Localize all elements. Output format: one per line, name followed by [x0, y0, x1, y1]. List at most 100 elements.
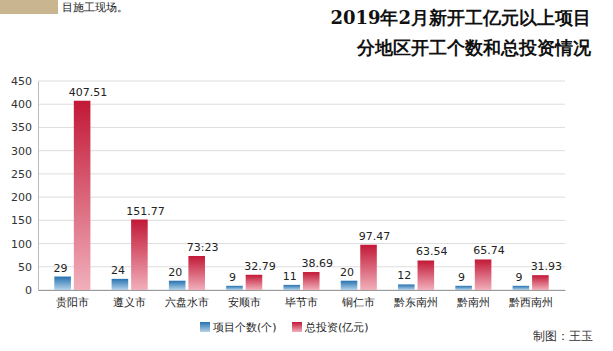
data-label: 9 — [458, 271, 465, 284]
legend: 项目个数(个) 总投资(亿元) — [200, 321, 369, 334]
x-tick-label: 黔东南州 — [393, 296, 438, 309]
x-tick: 毕节市 — [285, 290, 318, 309]
bar — [188, 256, 205, 290]
y-tick-label: 0 — [25, 284, 32, 297]
data-label: 38.69 — [302, 257, 334, 270]
plot: 0 50 100 150 200 250 300 350 400 450 贵阳市 遵义市 六盘水市 安顺市… — [11, 75, 566, 309]
bar — [360, 245, 377, 290]
legend-swatch — [292, 322, 302, 332]
x-tick: 黔西南州 — [508, 290, 553, 309]
x-tick-label: 毕节市 — [285, 296, 318, 309]
y-tick-label: 400 — [11, 98, 32, 111]
data-label: 73:23 — [187, 241, 219, 254]
data-label: 20 — [168, 266, 182, 279]
x-tick: 安顺市 — [228, 290, 261, 309]
caption-fragment: 目施工现场。 — [62, 1, 128, 14]
legend-item: 项目个数(个) — [200, 321, 277, 334]
y-tick: 350 — [11, 121, 38, 134]
x-axis-line — [39, 290, 566, 291]
x-tick: 黔东南州 — [393, 290, 438, 309]
bar — [74, 101, 91, 290]
x-tick-label: 黔南州 — [456, 296, 490, 309]
title: 2019年2月新开工亿元以上项目 — [330, 7, 591, 28]
grid-line — [38, 220, 565, 221]
bar — [54, 277, 71, 290]
grid — [38, 81, 565, 290]
x-tick-label: 六盘水市 — [165, 296, 209, 309]
bar — [112, 279, 129, 290]
data-label: 63.54 — [416, 245, 448, 258]
x-tick-label: 黔西南州 — [508, 296, 553, 309]
bar — [398, 284, 415, 290]
y-tick-label: 350 — [11, 121, 32, 134]
data-labels: 292420911201299407.51151.7773:2332.7938.… — [54, 86, 563, 284]
data-label: 31.93 — [531, 260, 563, 273]
legend-swatch — [200, 322, 210, 332]
x-tick: 遵义市 — [113, 290, 146, 309]
photo-fragment — [0, 0, 58, 14]
x-tick-label: 遵义市 — [113, 296, 146, 309]
legend-item: 总投资(亿元) — [292, 321, 369, 334]
grid-line — [38, 104, 565, 105]
chart: 目施工现场。制图：王玉 2019年2月新开工亿元以上项目分地区开工个数和总投资情况… — [0, 0, 613, 351]
y-tick: 400 — [11, 98, 38, 111]
data-label: 24 — [111, 264, 125, 277]
y-tick-label: 150 — [11, 214, 32, 227]
data-label: 9 — [515, 271, 522, 284]
data-label: 11 — [283, 270, 297, 283]
y-axis-line — [38, 82, 39, 291]
credit: 制图：王玉 — [533, 329, 593, 343]
data-label: 12 — [397, 269, 411, 282]
bar — [131, 220, 148, 290]
y-tick-label: 250 — [11, 168, 32, 181]
x-tick: 贵阳市 — [56, 290, 89, 309]
x-tick: 六盘水市 — [165, 290, 209, 309]
legend-label: 项目个数(个) — [213, 321, 277, 334]
y-tick-label: 450 — [11, 75, 32, 88]
grid-line — [38, 197, 565, 198]
data-label: 65.74 — [473, 244, 505, 257]
x-tick-label: 安顺市 — [228, 296, 261, 309]
x-tick: 铜仁市 — [341, 290, 375, 309]
x-tick: 黔南州 — [456, 290, 490, 309]
y-tick: 150 — [11, 214, 38, 227]
y-tick: 450 — [11, 75, 38, 88]
grid-line — [38, 81, 565, 82]
y-tick-label: 50 — [18, 261, 32, 274]
y-tick: 250 — [11, 168, 38, 181]
y-tick: 50 — [18, 261, 38, 274]
subtitle: 分地区开工个数和总投资情况 — [356, 37, 592, 58]
data-label: 20 — [340, 266, 354, 279]
x-axis: 贵阳市 遵义市 六盘水市 安顺市 毕节市 铜仁市 黔东南州 黔南州 黔西南州 — [39, 290, 566, 309]
legend-label: 总投资(亿元) — [304, 321, 369, 334]
y-tick: 200 — [11, 191, 38, 204]
bar — [513, 286, 530, 290]
grid-line — [38, 173, 565, 174]
bar — [283, 285, 300, 290]
data-label: 29 — [54, 262, 68, 275]
y-tick-label: 100 — [11, 238, 32, 251]
bar — [303, 272, 320, 290]
bars — [54, 101, 548, 290]
bar — [246, 275, 263, 290]
y-tick: 0 — [25, 284, 38, 297]
data-label: 407.51 — [69, 86, 108, 99]
data-label: 97.47 — [359, 230, 391, 243]
data-label: 32.79 — [244, 260, 276, 273]
y-tick-label: 200 — [11, 191, 32, 204]
y-axis: 0 50 100 150 200 250 300 350 400 450 — [11, 75, 39, 297]
y-tick: 300 — [11, 145, 38, 158]
bar — [455, 286, 472, 290]
data-label: 151.77 — [126, 205, 165, 218]
bar — [532, 275, 549, 290]
bar — [169, 281, 186, 290]
y-tick: 100 — [11, 238, 38, 251]
y-tick-label: 300 — [11, 145, 32, 158]
bar — [418, 260, 435, 290]
x-tick-label: 贵阳市 — [56, 296, 89, 309]
grid-line — [38, 127, 565, 128]
bar — [226, 286, 243, 290]
grid-line — [38, 150, 565, 151]
bar — [341, 281, 358, 290]
x-tick-label: 铜仁市 — [341, 296, 375, 309]
